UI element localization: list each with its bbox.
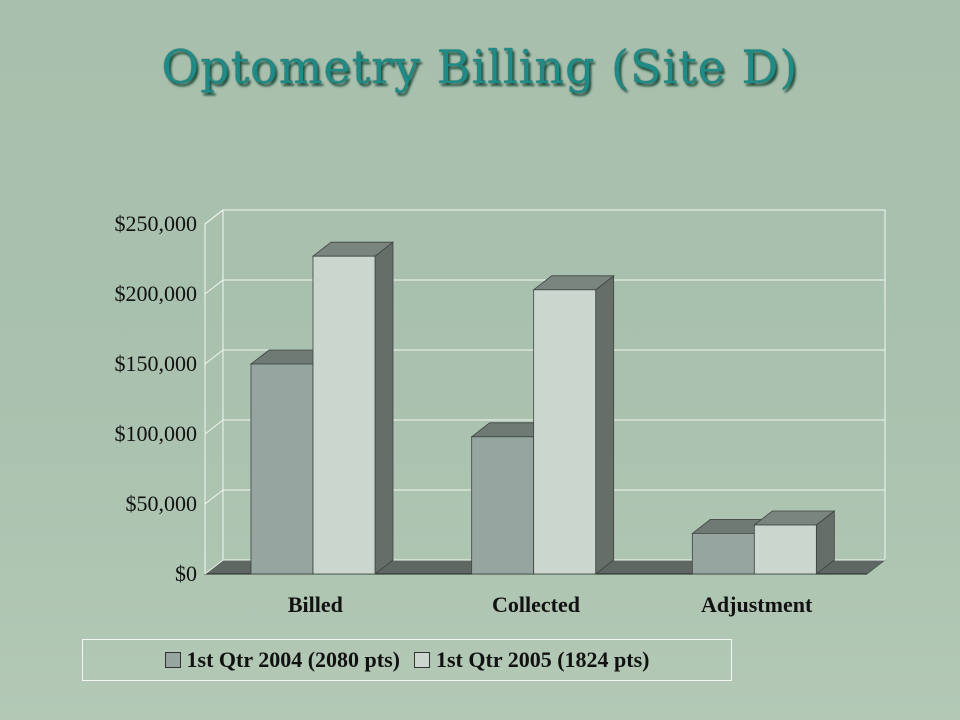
bar	[533, 289, 597, 575]
bar	[312, 255, 376, 575]
gridline	[204, 279, 885, 295]
chart-grid	[204, 209, 885, 575]
legend-entry-2005: 1st Qtr 2005 (1824 pts)	[414, 647, 649, 673]
bar	[691, 533, 755, 575]
legend-entry-2004: 1st Qtr 2004 (2080 pts)	[164, 647, 400, 673]
y-tick-label: $200,000	[115, 281, 198, 306]
x-tick-label: Adjustment	[701, 592, 813, 617]
y-tick-label: $150,000	[115, 351, 198, 376]
legend-label-2004: 1st Qtr 2004 (2080 pts)	[186, 647, 400, 672]
bar	[250, 363, 314, 575]
legend-label-2005: 1st Qtr 2005 (1824 pts)	[436, 647, 650, 672]
bar-side	[374, 241, 394, 575]
gridline	[204, 559, 885, 575]
bar-side	[595, 274, 615, 575]
y-tick-label: $50,000	[126, 491, 198, 516]
bar	[753, 524, 817, 575]
x-tick-label: Billed	[288, 592, 343, 617]
gridline	[204, 349, 885, 365]
y-axis-ticks: $0 $50,000 $100,000 $150,000 $200,000 $250,00…	[115, 211, 198, 586]
y-tick-label: $250,000	[115, 211, 198, 236]
legend-swatch-2005	[414, 652, 430, 668]
x-axis-labels: Billed Collected Adjustment	[288, 592, 813, 617]
gridline	[204, 209, 885, 225]
y-tick-label: $0	[175, 561, 197, 586]
x-tick-label: Collected	[492, 592, 580, 617]
bar	[471, 436, 535, 575]
y-tick-label: $100,000	[115, 421, 198, 446]
legend: 1st Qtr 2004 (2080 pts) 1st Qtr 2005 (18…	[82, 639, 732, 681]
gridline	[204, 489, 885, 505]
gridline	[204, 419, 885, 435]
slide-title: Optometry Billing (Site D)	[161, 40, 799, 94]
legend-swatch-2004	[164, 652, 181, 668]
chart-bars	[249, 241, 836, 575]
